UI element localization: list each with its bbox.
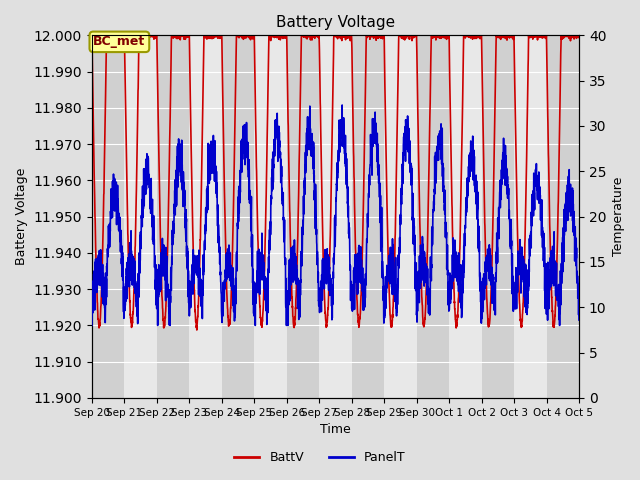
Bar (189, 36, 222, 398)
Bar (514, 36, 547, 398)
Bar (547, 36, 579, 398)
Title: Battery Voltage: Battery Voltage (276, 15, 395, 30)
Y-axis label: Battery Voltage: Battery Voltage (15, 168, 28, 265)
Bar (254, 36, 287, 398)
Bar (482, 36, 514, 398)
Bar (124, 36, 157, 398)
Bar (92, 36, 124, 398)
Text: BC_met: BC_met (93, 36, 145, 48)
Bar (157, 36, 189, 398)
Bar (384, 36, 417, 398)
Y-axis label: Temperature: Temperature (612, 177, 625, 256)
Bar (222, 36, 254, 398)
Bar (449, 36, 482, 398)
Bar (319, 36, 352, 398)
Legend: BattV, PanelT: BattV, PanelT (229, 446, 411, 469)
Bar (287, 36, 319, 398)
Bar (352, 36, 384, 398)
X-axis label: Time: Time (320, 423, 351, 436)
Bar (417, 36, 449, 398)
